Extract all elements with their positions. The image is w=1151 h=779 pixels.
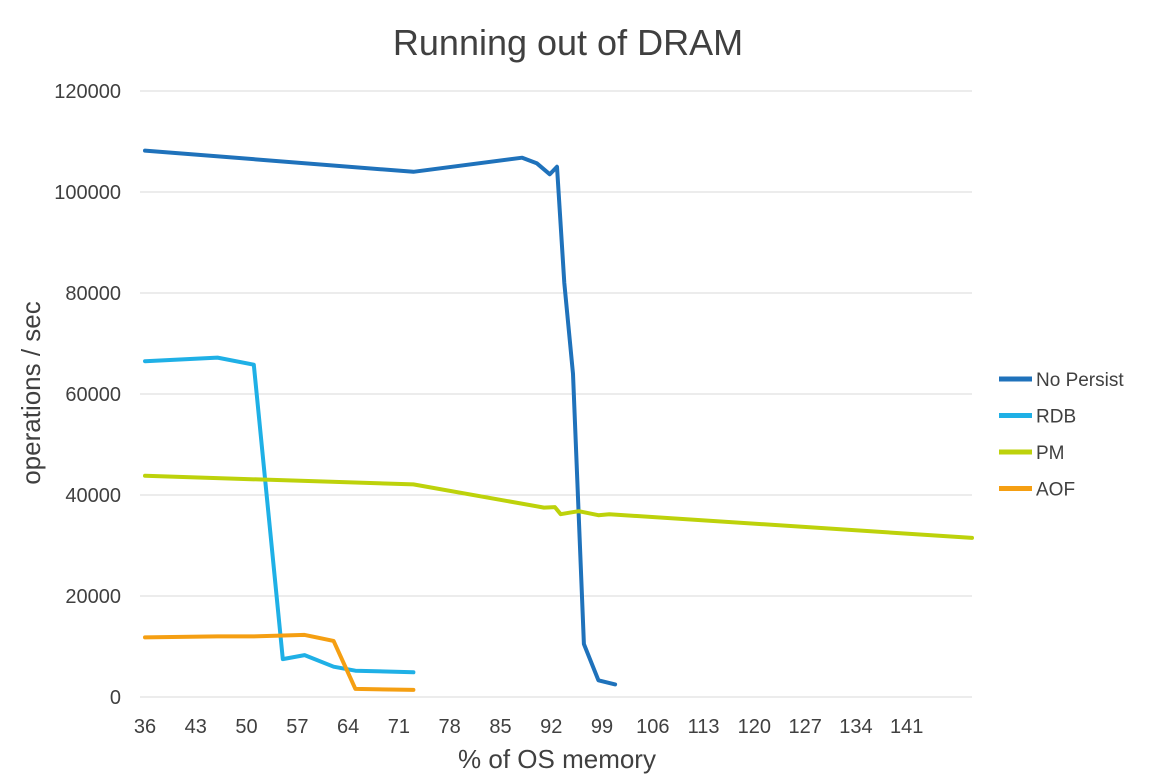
x-tick-label: 85 <box>489 716 511 738</box>
y-tick-label: 100000 <box>54 182 121 204</box>
x-tick-label: 78 <box>439 716 461 738</box>
gridlines <box>140 90 972 698</box>
y-tick-label: 80000 <box>65 283 121 305</box>
y-tick-label: 60000 <box>65 384 121 406</box>
x-tick-label: 36 <box>134 716 156 738</box>
legend-label: RDB <box>1036 407 1076 428</box>
x-tick-label: 57 <box>286 716 308 738</box>
series-line-pm <box>143 473 974 540</box>
x-tick-label: 113 <box>688 716 720 738</box>
x-tick-label: 127 <box>788 716 821 738</box>
x-tick-label: 50 <box>235 716 257 738</box>
y-tick-label: 120000 <box>54 81 121 103</box>
chart-title: Running out of DRAM <box>393 22 743 63</box>
series-line-rdb <box>143 355 416 675</box>
x-tick-label: 120 <box>738 716 771 738</box>
x-axis-label: % of OS memory <box>458 744 656 774</box>
x-tick-label: 43 <box>185 716 207 738</box>
x-tick-label: 134 <box>839 716 872 738</box>
series-line-aof <box>143 632 416 692</box>
x-tick-label: 92 <box>540 716 562 738</box>
series-lines <box>143 148 974 692</box>
x-tick-label: 99 <box>591 716 613 738</box>
y-tick-label: 0 <box>110 687 121 709</box>
x-tick-label: 106 <box>636 716 669 738</box>
series-line-no-persist <box>143 148 618 687</box>
x-tick-label: 71 <box>388 716 410 738</box>
x-tick-label: 64 <box>337 716 359 738</box>
y-tick-label: 40000 <box>65 485 121 507</box>
y-axis-ticks: 0 20000 40000 60000 80000 100000 120000 <box>54 81 121 709</box>
x-axis-ticks: 36 43 50 57 64 71 78 85 92 99 106 113 120 127 134 141 <box>134 716 924 738</box>
x-tick-label: 141 <box>890 716 923 738</box>
legend-label: PM <box>1036 443 1065 464</box>
legend: No Persist RDB PM AOF <box>999 370 1124 501</box>
y-tick-label: 20000 <box>65 586 121 608</box>
y-axis-label: operations / sec <box>16 301 46 485</box>
legend-label: No Persist <box>1036 370 1124 391</box>
legend-label: AOF <box>1036 480 1075 501</box>
